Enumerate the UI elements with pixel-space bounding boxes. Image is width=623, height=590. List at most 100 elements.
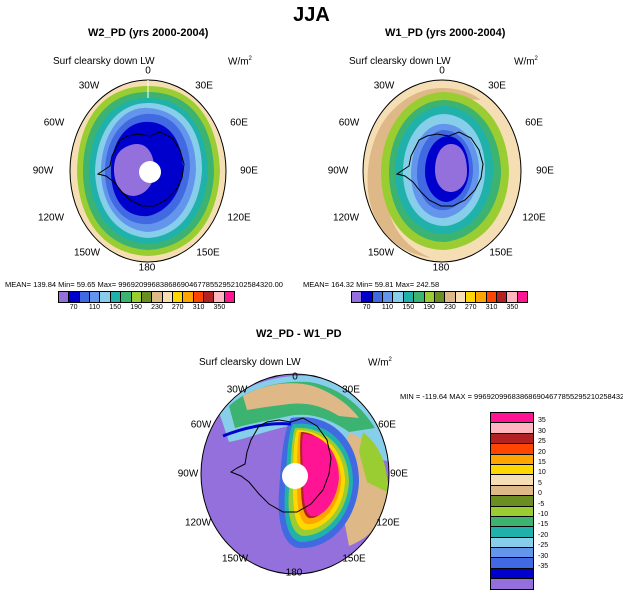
left-colorbar-swatch [110, 292, 122, 302]
diff-colorbar-tick-label: 10 [538, 469, 546, 477]
left-colorbar-swatch [224, 292, 235, 302]
diff-colorbar-swatch [491, 516, 533, 528]
left-lon-label-150w: 150W [73, 247, 101, 259]
left-colorbar-swatch [204, 292, 215, 302]
left-colorbar-tick-label: 230 [151, 304, 163, 311]
diff-colorbar-swatch [491, 548, 533, 559]
left-lon-label-90e: 90E [240, 165, 258, 177]
diff-colorbar-tick-label: -30 [538, 552, 549, 560]
left-colorbar-tick-label: 110 [88, 304, 101, 311]
left-colorbar-tick-label: 70 [69, 304, 78, 311]
diff-map-border [200, 373, 390, 575]
left-colorbar-swatch [121, 292, 132, 302]
left-colorbar-tick-label: 310 [192, 304, 205, 311]
right-colorbar-swatch [372, 292, 384, 302]
right-colorbar-tick-label: 230 [444, 304, 456, 311]
left-colorbar-swatch [162, 292, 173, 302]
right-colorbar-swatch [497, 292, 508, 302]
left-lon-label-60w: 60W [43, 117, 65, 129]
right-lon-label-30e: 30E [488, 80, 506, 92]
right-colorbar-tick-label: 150 [402, 304, 415, 311]
diff-map-coastline [229, 417, 332, 513]
right-colorbar-swatch [517, 292, 528, 302]
diff-lon-label-120e: 120E [376, 517, 400, 529]
right-map-core [435, 144, 467, 192]
left-lon-label-150e: 150E [196, 247, 220, 259]
left-lon-label-120e: 120E [227, 212, 251, 224]
left-panel-title: W2_PD (yrs 2000-2004) [88, 27, 209, 39]
diff-colorbar-tick-label: -5 [538, 500, 545, 508]
diff-colorbar-tick-label: 15 [538, 459, 546, 466]
right-unit-label: W/m2 [514, 56, 538, 68]
diff-colorbar-swatch [491, 537, 533, 549]
left-colorbar-swatch [90, 292, 101, 302]
right-colorbar-swatch [383, 292, 394, 302]
right-colorbar-swatch [445, 292, 456, 302]
diff-colorbar-swatch [491, 475, 533, 486]
diff-colorbar-tick-label: 35 [538, 417, 546, 425]
left-colorbar-swatch [214, 292, 225, 302]
left-map-coastline [96, 131, 185, 207]
figure-title: JJA [293, 4, 330, 26]
right-lon-label-30w: 30W [373, 80, 395, 92]
diff-stats-text: MIN = -119.64 MAX = 99692099683868690467… [400, 392, 623, 401]
left-stats-text: MEAN= 139.84 Min= 59.65 Max= 99692099683… [5, 280, 283, 289]
right-lon-label-150e: 150E [489, 247, 513, 259]
bottom-variable-label: Surf clearsky down LW [199, 357, 301, 368]
left-lon-label-120w: 120W [37, 212, 65, 224]
diff-map-upper-tan [243, 383, 359, 418]
diff-lon-label-150e: 150E [342, 553, 366, 565]
diff-colorbar-swatch [491, 454, 533, 465]
left-colorbar-swatch [79, 292, 91, 302]
right-lon-label-180: 180 [432, 262, 450, 274]
right-lon-label-60w: 60W [338, 117, 360, 129]
right-colorbar-swatch [393, 292, 404, 302]
right-colorbar-swatch [455, 292, 466, 302]
left-lon-label-60e: 60E [230, 117, 248, 129]
right-colorbar-swatch [403, 292, 415, 302]
right-colorbar-swatch [476, 292, 487, 302]
right-colorbar-tick-label: 110 [381, 304, 394, 311]
right-map-coastline [395, 131, 484, 207]
right-lon-label-90w: 90W [327, 165, 349, 177]
right-colorbar-swatch [507, 292, 518, 302]
left-map-core [114, 144, 155, 196]
diff-lon-label-90e: 90E [390, 468, 408, 480]
diff-colorbar-swatch [491, 464, 533, 476]
diff-lon-label-30w: 30W [226, 384, 248, 396]
left-colorbar [58, 291, 235, 303]
right-lon-label-90e: 90E [536, 165, 554, 177]
diff-colorbar-swatch [491, 558, 533, 569]
left-lon-label-180: 180 [138, 262, 156, 274]
right-stats-text: MEAN= 164.32 Min= 59.81 Max= 242.58 [303, 280, 440, 289]
diff-map-deep-blue-edge [222, 422, 292, 438]
bottom-panel-title: W2_PD - W1_PD [256, 328, 342, 340]
right-colorbar-ticks: 70 110 150 190 230 270 310 350 [351, 304, 528, 314]
diff-colorbar [490, 412, 534, 590]
right-colorbar-tick-label: 270 [464, 304, 477, 311]
bottom-unit-label: W/m2 [368, 357, 392, 369]
diff-colorbar-swatch [491, 568, 533, 580]
right-colorbar-swatch [434, 292, 446, 302]
diff-lon-label-60w: 60W [190, 419, 212, 431]
left-map-pole-hole [139, 161, 161, 183]
left-colorbar-tick-label: 190 [130, 304, 142, 311]
left-colorbar-swatch [59, 292, 70, 302]
diff-colorbar-tick-label: 25 [538, 438, 546, 446]
diff-colorbar-tick-label: -25 [538, 542, 549, 550]
left-lon-label-90w: 90W [32, 165, 54, 177]
right-colorbar-tick-label: 190 [423, 304, 435, 311]
left-colorbar-swatch [69, 292, 80, 302]
right-variable-label: Surf clearsky down LW [349, 56, 451, 67]
diff-colorbar-swatch [491, 496, 533, 507]
right-lon-label-150w: 150W [367, 247, 395, 259]
left-colorbar-swatch [183, 292, 194, 302]
diff-lon-label-30e: 30E [342, 384, 360, 396]
left-colorbar-ticks: 70 110 150 190 230 270 310 350 [58, 304, 235, 314]
right-colorbar-swatch [424, 292, 435, 302]
diff-lon-label-60e: 60E [378, 419, 396, 431]
diff-lon-label-150w: 150W [221, 553, 249, 565]
diff-map-pole-hole [282, 463, 308, 489]
right-colorbar-tick-label: 70 [362, 304, 371, 311]
right-colorbar-tick-label: 310 [485, 304, 498, 311]
